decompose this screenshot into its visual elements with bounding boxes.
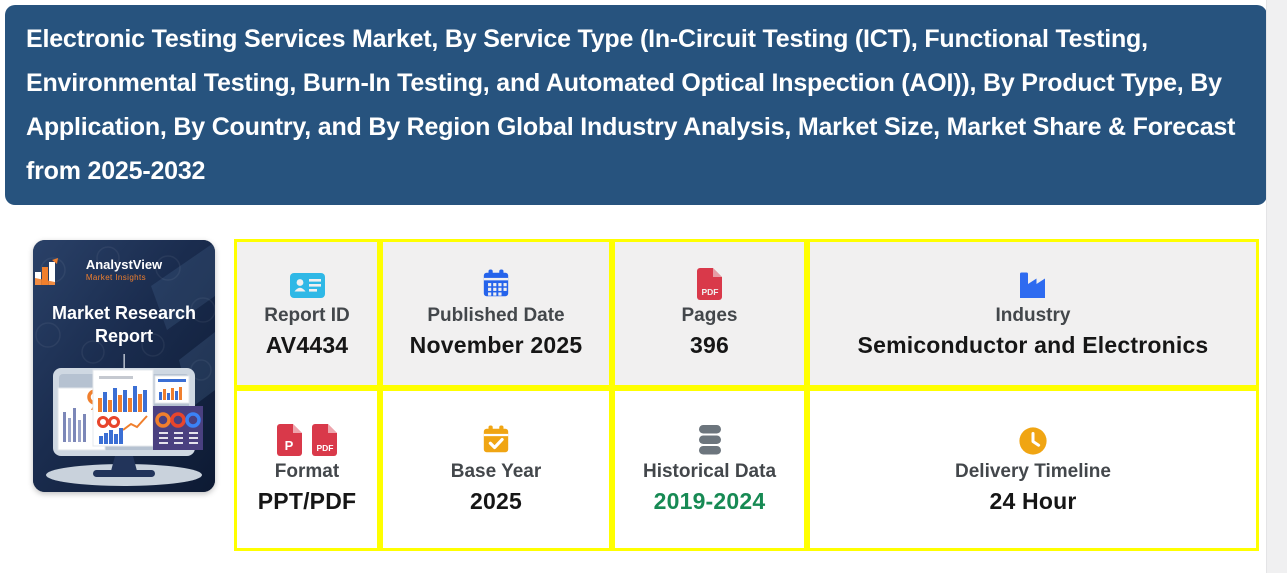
clock-icon (1018, 424, 1048, 456)
cover-title: Market Research Report (51, 303, 197, 346)
ppt-file-icon: P (277, 424, 302, 456)
card-value: PPT/PDF (257, 488, 357, 514)
card-value: AV4434 (265, 332, 349, 358)
calendar-check-icon (481, 424, 511, 456)
info-card-published-date: Published Date November 2025 (380, 239, 612, 388)
card-label: Published Date (427, 305, 565, 326)
card-value: 2025 (470, 488, 522, 514)
card-label: Delivery Timeline (955, 461, 1111, 482)
info-card-format: P PDF Format PPT/PDF (234, 388, 380, 551)
report-title: Electronic Testing Services Market, By S… (26, 25, 1236, 185)
card-value: Semiconductor and Electronics (857, 332, 1209, 358)
brand-chart-icon (35, 258, 58, 285)
ppt-pdf-files-icon: P PDF (276, 424, 338, 456)
info-card-report-id: Report ID AV4434 (234, 239, 380, 388)
cover-illustration (33, 240, 215, 492)
brand-logo: AnalystView Market Insights (33, 257, 215, 285)
brand-tagline: Market Insights (85, 273, 147, 282)
info-card-base-year: Base Year 2025 (380, 388, 612, 551)
brand-name: AnalystView (85, 257, 163, 272)
card-label: Industry (995, 305, 1071, 326)
card-label: Base Year (450, 461, 542, 482)
pdf-file-icon: PDF (312, 424, 337, 456)
card-value: 2019-2024 (653, 488, 766, 514)
factory-icon (1017, 268, 1049, 300)
report-cover-thumbnail: AnalystView Market Insights Market Resea… (33, 240, 215, 492)
card-label: Pages (681, 305, 738, 326)
pdf-file-icon: PDF (696, 268, 723, 300)
info-card-historical-data: Historical Data 2019-2024 (612, 388, 807, 551)
calendar-icon (481, 268, 511, 300)
svg-text:PDF: PDF (317, 443, 334, 453)
info-card-industry: Industry Semiconductor and Electronics (807, 239, 1259, 388)
id-card-icon (289, 268, 326, 300)
scrollbar[interactable] (1266, 0, 1287, 573)
card-value: November 2025 (409, 332, 583, 358)
database-icon (696, 424, 724, 456)
info-card-pages: PDF Pages 396 (612, 239, 807, 388)
svg-text:P: P (285, 438, 294, 453)
info-card-delivery-timeline: Delivery Timeline 24 Hour (807, 388, 1259, 551)
svg-text:PDF: PDF (702, 287, 719, 297)
card-label: Historical Data (642, 461, 777, 482)
card-label: Format (274, 461, 340, 482)
report-title-banner: Electronic Testing Services Market, By S… (5, 5, 1267, 205)
report-info-grid: Report ID AV4434 Published Date (234, 239, 1259, 551)
card-label: Report ID (264, 305, 350, 326)
card-value: 24 Hour (989, 488, 1077, 514)
card-value: 396 (690, 332, 729, 358)
